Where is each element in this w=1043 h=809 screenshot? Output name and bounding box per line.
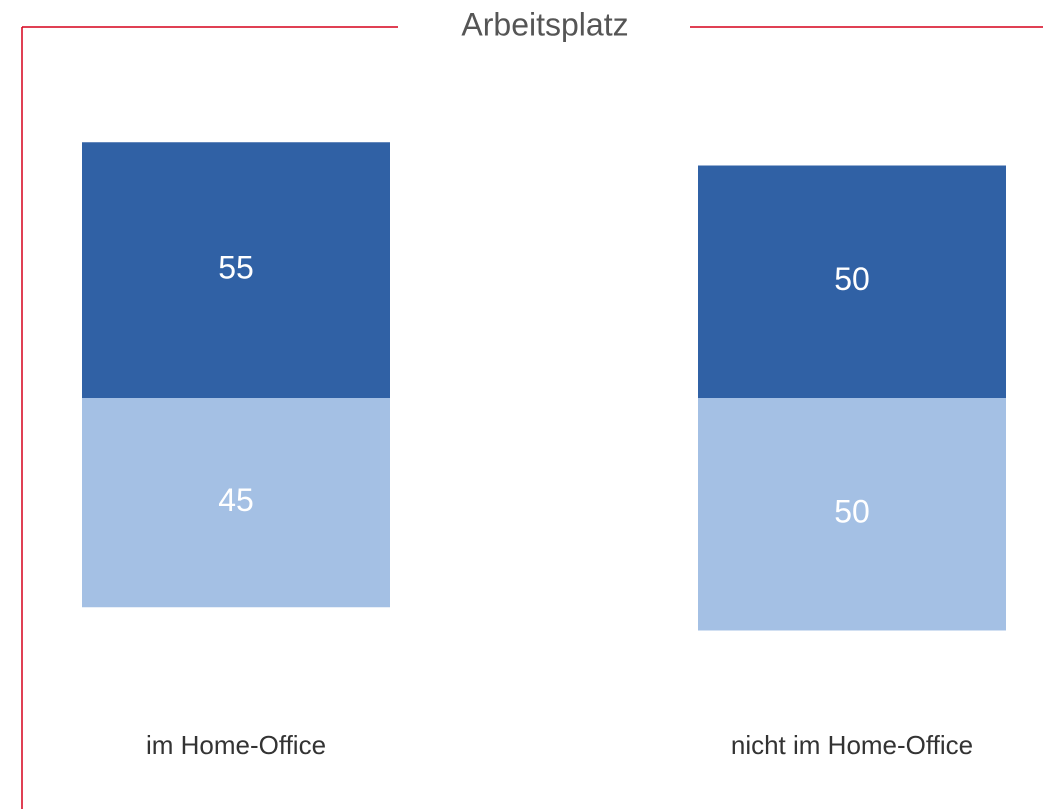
bar-segment	[82, 398, 390, 608]
bar-segment	[82, 142, 390, 398]
data-label: 50	[834, 261, 870, 297]
x-tick-label: im Home-Office	[146, 730, 326, 760]
bar-segment	[698, 165, 1006, 398]
data-label: 50	[834, 494, 870, 530]
bar-segment	[698, 398, 1006, 631]
x-tick-label: nicht im Home-Office	[731, 730, 973, 760]
data-label: 55	[218, 250, 254, 286]
data-label: 45	[218, 482, 254, 518]
chart-title: Arbeitsplatz	[461, 6, 628, 42]
